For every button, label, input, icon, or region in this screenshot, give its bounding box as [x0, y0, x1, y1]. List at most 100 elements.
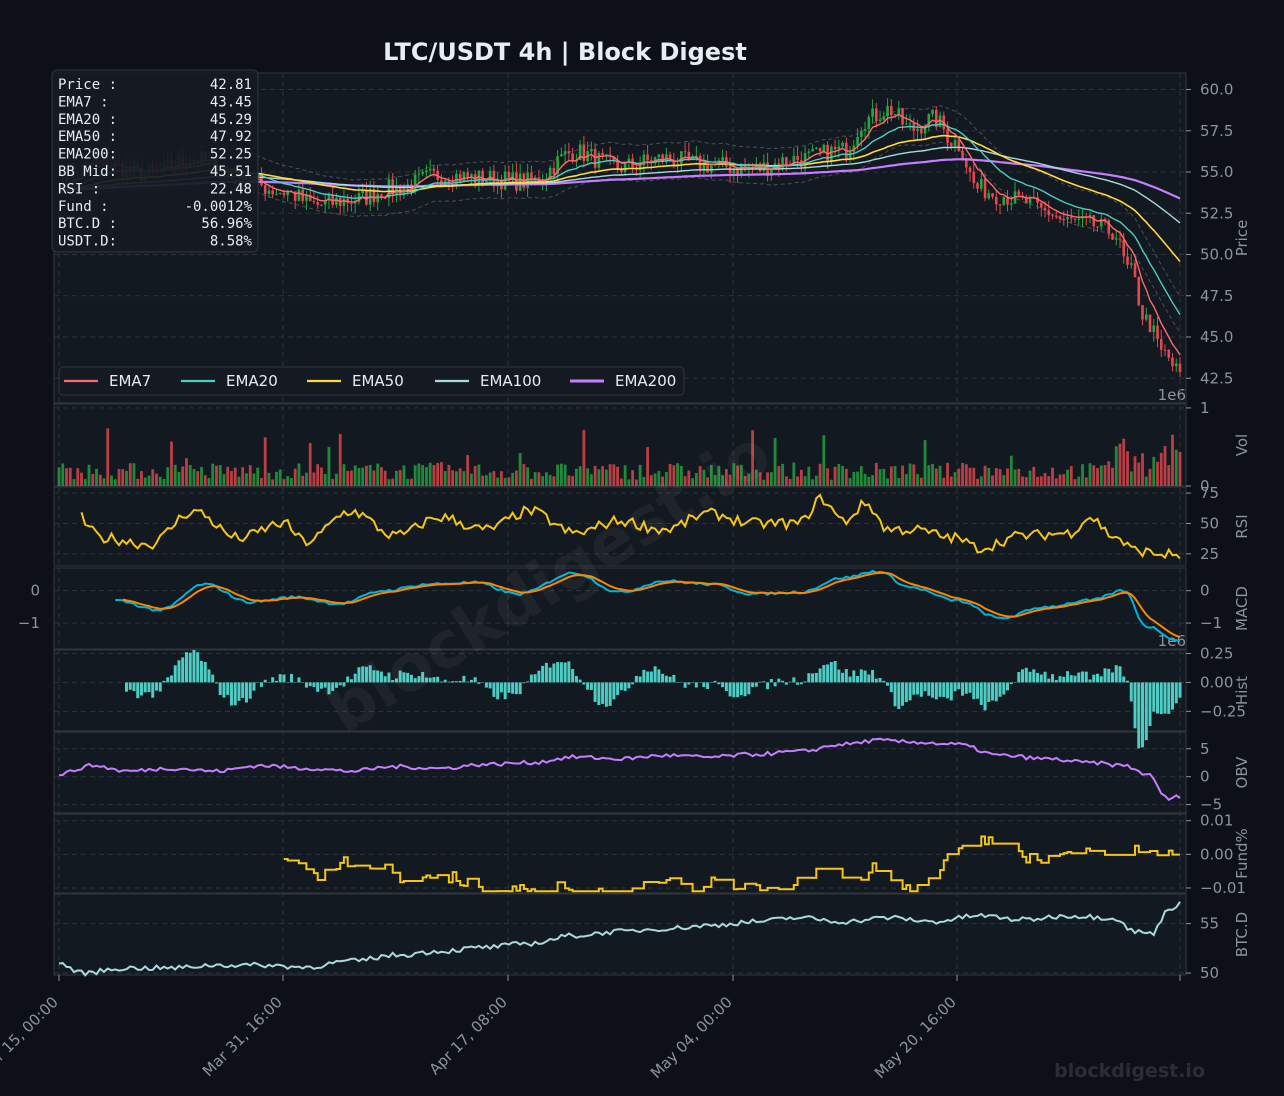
volume-bar [518, 453, 522, 486]
volume-bar [61, 463, 65, 486]
candle-body [837, 146, 841, 150]
hist-bar [1152, 682, 1156, 712]
ytick-label-fund: 0.01 [1200, 812, 1233, 830]
volume-bar [1036, 476, 1039, 486]
volume-bar [218, 465, 222, 486]
hist-bar [694, 682, 698, 688]
hist-bar [1126, 680, 1130, 683]
legend-label-ema200: EMA200 [615, 372, 676, 390]
hist-bar [1047, 678, 1051, 683]
candle-body [1028, 196, 1032, 204]
hist-bar [368, 665, 372, 683]
hist-bar [634, 675, 638, 683]
panels-group: 60.0 57.5 55.0 52.5 50.0 47.5 45.0 42.5 Price 1 0 1… [18, 72, 1251, 982]
hist-bar [754, 682, 758, 687]
hist-bar [406, 672, 410, 683]
candle-body [372, 189, 376, 203]
ytick-label-macd: −1 [1200, 614, 1222, 632]
hist-bar [1129, 682, 1133, 702]
volume-bar [207, 478, 211, 486]
candle-body [590, 148, 593, 152]
volume-bar [443, 471, 447, 486]
volume-bar [1058, 474, 1062, 486]
hist-bar [608, 682, 612, 706]
candle-body [961, 150, 964, 161]
volume-bar [425, 467, 428, 486]
volume-bar [1171, 434, 1174, 486]
candle-body [860, 130, 863, 137]
volume-bar [919, 477, 923, 486]
volume-bar [874, 462, 878, 486]
hist-bar [826, 664, 830, 683]
volume-bar [1099, 465, 1103, 486]
volume-bar [1137, 462, 1141, 486]
hist-bar [567, 661, 571, 683]
volume-bar [252, 473, 256, 486]
candle-body [935, 109, 938, 128]
candle-body [601, 152, 604, 156]
hist-bar [451, 681, 455, 683]
candle-body [1122, 239, 1126, 257]
hist-bar [653, 666, 657, 683]
candle-body [1006, 197, 1009, 205]
volume-bar [496, 477, 500, 486]
candle-body [623, 162, 627, 172]
info-label: Fund : [58, 199, 109, 215]
candle-body [421, 171, 424, 174]
volume-bar [80, 472, 83, 486]
volume-bar [1159, 452, 1163, 486]
volume-bar [1021, 476, 1024, 486]
volume-bar [908, 463, 912, 486]
candle-body [822, 144, 826, 152]
volume-bar [627, 479, 631, 486]
volume-bar [95, 468, 98, 486]
ytick-left-label-macd: 0 [30, 582, 40, 600]
hist-bar [781, 680, 785, 683]
ytick-label-fund: −0.01 [1200, 879, 1246, 897]
hist-bar [316, 682, 320, 692]
hist-bar [511, 682, 515, 694]
hist-bar [578, 679, 582, 683]
hist-bar [1062, 676, 1066, 683]
rsi-line [80, 493, 1181, 560]
hist-bar [874, 678, 878, 683]
hist-bar [218, 682, 222, 696]
volume-bar [275, 471, 278, 486]
hist-bar [833, 660, 837, 683]
ytick-label-btcd: 55 [1200, 915, 1219, 933]
hist-bar [391, 680, 395, 683]
ytick-label-btcd: 50 [1200, 964, 1219, 982]
volume-bar [110, 475, 113, 486]
ytick-label-vol: 1 [1200, 399, 1210, 417]
volume-bar [1156, 461, 1159, 486]
volume-bar [1084, 477, 1088, 486]
volume-bar [799, 469, 803, 486]
hist-bar [143, 682, 147, 693]
candle-body [979, 179, 983, 189]
candle-body [931, 109, 934, 115]
volume-bar [998, 469, 1002, 486]
hist-bar [357, 667, 361, 683]
hist-bar [1118, 666, 1122, 683]
volume-bar [552, 476, 556, 486]
hist-bar [747, 682, 751, 695]
volume-bar [117, 469, 121, 486]
hist-bar [1073, 675, 1077, 683]
volume-bar [548, 474, 552, 486]
candle-body [1092, 215, 1096, 227]
volume-bar [612, 464, 616, 486]
hist-bar [304, 682, 308, 688]
volume-bar [1009, 455, 1013, 486]
volume-bar [1017, 468, 1021, 486]
hist-bar [1133, 682, 1137, 729]
hist-bar [702, 682, 706, 688]
volume-bar [436, 462, 440, 486]
volume-bar [297, 463, 301, 486]
volume-bar [121, 469, 125, 486]
volume-bar [485, 475, 488, 486]
volume-bar [578, 466, 582, 486]
hist-bar [889, 682, 893, 693]
volume-bar [440, 462, 443, 486]
candle-body [1073, 218, 1077, 220]
volume-bar [458, 468, 462, 486]
